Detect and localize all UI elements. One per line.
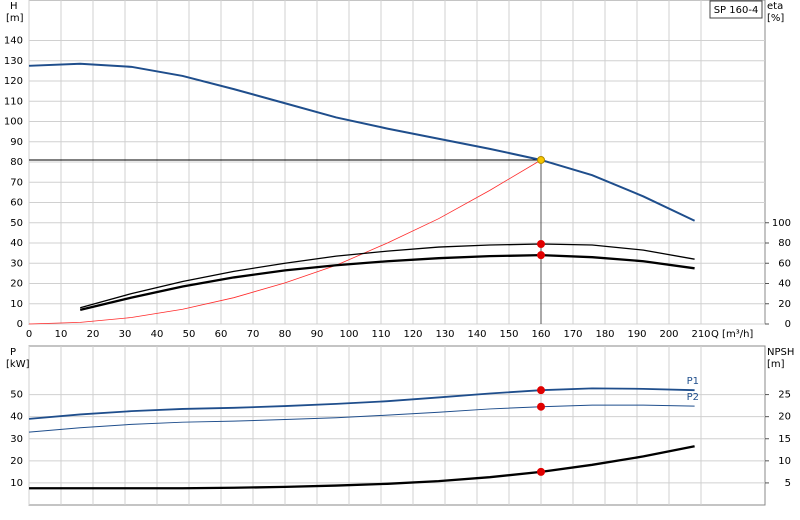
y-tick-label: 0 [17, 319, 23, 330]
y2-tick-label: 40 [778, 279, 791, 290]
x-tick-label: 200 [659, 329, 678, 340]
y-tick-label: 140 [4, 36, 23, 47]
plot-frame [28, 345, 766, 506]
y2-tick-label: 5 [785, 478, 791, 489]
y-tick-label: 10 [10, 299, 23, 310]
x-tick-label: 0 [26, 329, 32, 340]
highlight-point [537, 155, 545, 164]
y-tick-label: 50 [10, 390, 23, 401]
x-tick-label: 100 [339, 329, 358, 340]
y2-tick-label: 100 [772, 218, 791, 229]
curve-label: P2 [687, 392, 699, 403]
y-axis-unit: [m] [6, 13, 24, 24]
x-tick-label: 70 [247, 329, 260, 340]
y-tick-label: 10 [10, 478, 23, 489]
y-tick-label: 120 [4, 76, 23, 87]
x-tick-label: 180 [595, 329, 614, 340]
y2-tick-label: 60 [778, 258, 791, 269]
y2-tick-label: 0 [785, 319, 791, 330]
y2-tick-label: 20 [778, 299, 791, 310]
highlight-point [537, 251, 545, 260]
x-tick-label: 160 [531, 329, 550, 340]
curve [28, 159, 542, 325]
curve-label: P1 [687, 376, 699, 387]
curve [28, 62, 696, 222]
y2-axis-label: eta [767, 1, 783, 12]
x-tick-label: 210 [691, 329, 710, 340]
y2-axis-unit: [m] [767, 359, 785, 370]
curve [28, 404, 695, 433]
curve [79, 253, 695, 311]
y2-tick-label: 80 [778, 238, 791, 249]
x-tick-label: 30 [119, 329, 132, 340]
x-tick-label: 10 [55, 329, 68, 340]
y2-axis-unit: [%] [767, 13, 784, 24]
x-tick-label: 20 [87, 329, 100, 340]
curve [80, 243, 695, 309]
y2-axis-label: NPSH [767, 347, 794, 358]
chart-title: SP 160-4 [714, 5, 759, 16]
x-tick-label: 140 [467, 329, 486, 340]
y-tick-label: 40 [10, 238, 23, 249]
highlight-point [537, 402, 545, 411]
title-box [709, 0, 763, 19]
x-tick-label: 120 [403, 329, 422, 340]
x-tick-label: 110 [371, 329, 390, 340]
y-tick-label: 40 [10, 412, 23, 423]
y-tick-label: 20 [10, 456, 23, 467]
y2-tick-label: 25 [778, 390, 791, 401]
x-tick-label: 80 [279, 329, 292, 340]
curve [28, 387, 695, 420]
x-tick-label: 130 [435, 329, 454, 340]
y2-tick-label: 15 [778, 434, 791, 445]
x-tick-label: 50 [183, 329, 196, 340]
x-tick-label: 40 [151, 329, 164, 340]
x-tick-label: 190 [627, 329, 646, 340]
x-tick-label: 170 [563, 329, 582, 340]
y-tick-label: 60 [10, 198, 23, 209]
y-tick-label: 100 [4, 117, 23, 128]
y-tick-label: 30 [10, 258, 23, 269]
highlight-point [537, 386, 545, 395]
y-tick-label: 30 [10, 434, 23, 445]
y-tick-label: 130 [4, 56, 23, 67]
y-tick-label: 80 [10, 157, 23, 168]
y-axis-unit: [kW] [6, 359, 30, 370]
y-axis-label: H [10, 1, 18, 12]
y-tick-label: 50 [10, 218, 23, 229]
x-tick-label: 90 [311, 329, 324, 340]
y-tick-label: 110 [4, 96, 23, 107]
x-axis-label: Q [m³/h] [711, 329, 753, 340]
y-tick-label: 90 [10, 137, 23, 148]
y2-tick-label: 20 [778, 412, 791, 423]
y-axis-label: P [10, 347, 16, 358]
y-tick-label: 70 [10, 177, 23, 188]
curve [29, 445, 695, 490]
highlight-point [537, 240, 545, 249]
y2-tick-label: 10 [778, 456, 791, 467]
highlight-point [537, 467, 545, 476]
x-tick-label: 150 [499, 329, 518, 340]
y-tick-label: 20 [10, 279, 23, 290]
x-tick-label: 60 [215, 329, 228, 340]
